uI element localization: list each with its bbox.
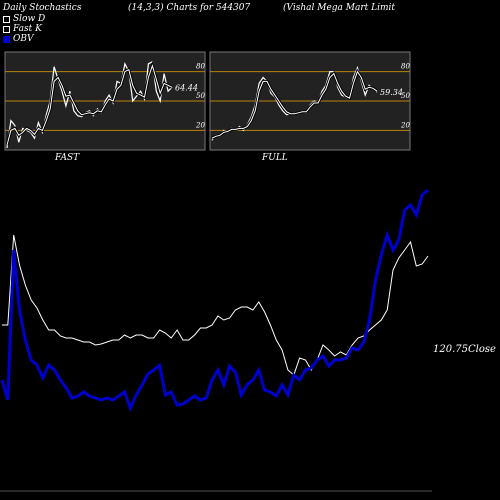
slow-d-line <box>6 64 173 146</box>
legend-label: Fast K <box>13 24 42 34</box>
last-value-label: 59.34 <box>380 88 403 97</box>
price-obv-panel: 120.75Close <box>0 188 496 492</box>
y-tick-label: 80 <box>196 63 205 71</box>
fast-panel-label: FAST <box>55 153 80 163</box>
y-tick-label: 20 <box>195 121 205 129</box>
legend-item-fast-k: Fast K <box>3 24 42 34</box>
y-tick-label: 20 <box>400 121 410 129</box>
legend-item-obv: OBV <box>3 34 34 44</box>
fast-k-swatch <box>3 25 10 33</box>
close-value-label: 120.75Close <box>433 344 496 355</box>
full-stochastic-panel: 80 50 20 59.34 <box>209 51 411 151</box>
company-name: (Vishal Mega Mart Limit <box>283 3 396 13</box>
obv-line <box>0 188 429 412</box>
legend-label: OBV <box>13 34 34 44</box>
legend-item-slow-d: Slow D <box>3 14 45 24</box>
slow-d-swatch <box>3 15 10 23</box>
full-panel-label: FULL <box>262 153 288 163</box>
chart-title: Daily Stochastics <box>3 3 82 13</box>
y-tick-label: 50 <box>196 92 205 100</box>
close-suffix: Close <box>468 344 496 355</box>
obv-swatch <box>3 35 10 43</box>
chart-params: (14,3,3) Charts for 544307 <box>128 3 251 13</box>
last-value-label: 64.44 <box>175 83 198 92</box>
y-tick-label: 50 <box>401 92 410 100</box>
close-price-line <box>2 234 429 376</box>
legend-label: Slow D <box>13 14 46 24</box>
y-tick-label: 80 <box>401 63 410 71</box>
fast-stochastic-panel: 80 50 20 64.44 <box>4 51 206 151</box>
fast-k-line <box>6 60 173 149</box>
slow-d-line <box>211 70 378 139</box>
